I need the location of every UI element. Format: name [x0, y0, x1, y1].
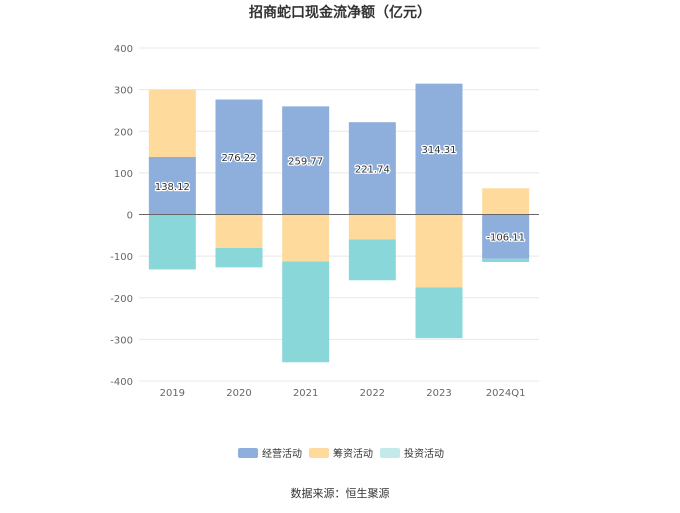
bar-financing-2022: [348, 214, 396, 240]
bar-investing-2024Q1: [482, 258, 530, 262]
legend-label: 投资活动: [404, 447, 444, 460]
y-axis: 400 300 200 100 0 -100 -200 -300 -400: [110, 44, 133, 388]
legend-label: 经营活动: [262, 447, 302, 460]
data-labels: 138.12 276.22 259.77 221.74 314.31 -106.11: [154, 144, 527, 245]
source-note: 数据来源：恒生聚源: [291, 486, 390, 500]
data-label: 314.31: [422, 145, 457, 156]
legend-swatch: [309, 448, 329, 458]
x-tick-label: 2024Q1: [486, 388, 526, 399]
x-tick-label: 2020: [226, 388, 251, 399]
legend: 经营活动 筹资活动 投资活动: [238, 447, 444, 460]
bar-operating-2023: [415, 83, 463, 215]
bar-investing-2020: [215, 247, 263, 268]
bar-financing-2023: [415, 214, 463, 288]
bar-operating-2019: [148, 157, 196, 215]
y-tick-label: 100: [114, 169, 133, 180]
y-tick-label: 400: [114, 44, 133, 55]
legend-swatch: [238, 448, 258, 458]
bar-operating-2021: [282, 106, 330, 215]
y-tick-label: -300: [110, 335, 133, 346]
x-tick-label: 2022: [360, 388, 385, 399]
legend-swatch: [380, 448, 400, 458]
data-label: 276.22: [222, 153, 257, 164]
bar-operating-2020: [215, 99, 263, 215]
bar-investing-2023: [415, 287, 463, 339]
y-tick-label: -100: [110, 252, 133, 263]
bar-financing-2024Q1: [482, 188, 530, 215]
y-tick-label: 0: [127, 211, 133, 222]
x-tick-label: 2023: [426, 388, 451, 399]
data-label: -106.11: [486, 233, 525, 244]
y-tick-label: 200: [114, 127, 133, 138]
x-axis: 2019 2020 2021 2022 2023 2024Q1: [160, 388, 526, 399]
bar-operating-2022: [348, 122, 396, 215]
data-label: 259.77: [288, 156, 323, 167]
bar-operating-2024Q1: [482, 214, 530, 259]
bar-financing-2021: [282, 214, 330, 262]
chart-title: 招商蛇口现金流净额（亿元）: [249, 4, 431, 21]
bar-investing-2022: [348, 239, 396, 281]
bar-financing-2020: [215, 214, 263, 248]
data-label: 221.74: [355, 164, 390, 175]
bar-investing-2021: [282, 261, 330, 363]
y-tick-label: -200: [110, 294, 133, 305]
x-tick-label: 2019: [160, 388, 185, 399]
bar-financing-2019: [148, 89, 196, 158]
y-tick-label: 300: [114, 86, 133, 97]
x-tick-label: 2021: [293, 388, 318, 399]
y-tick-label: -400: [110, 377, 133, 388]
bars: [148, 83, 530, 363]
bar-investing-2019: [148, 214, 196, 270]
data-label: 138.12: [155, 182, 190, 193]
legend-label: 筹资活动: [333, 447, 373, 460]
